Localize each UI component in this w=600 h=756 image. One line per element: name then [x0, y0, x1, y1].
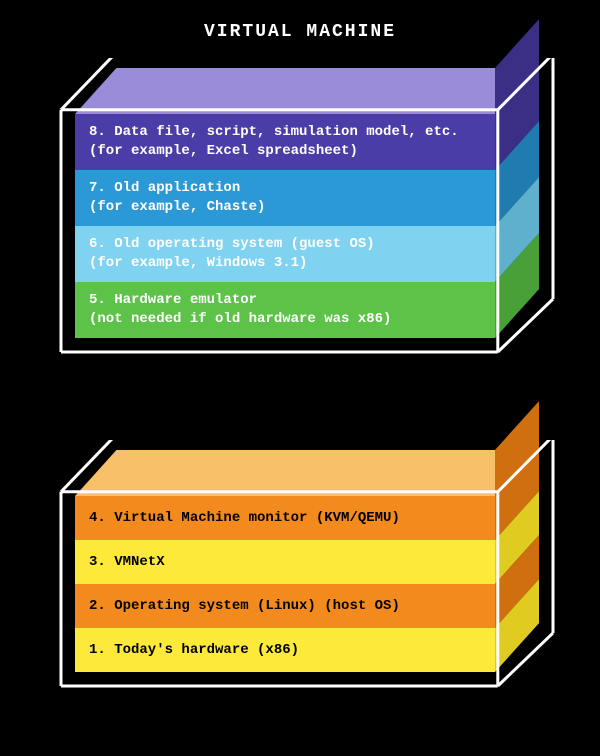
layer-line1: 2. Operating system (Linux) (host OS) — [89, 597, 481, 616]
stack-layer: 3. VMNetX — [75, 540, 495, 584]
diagram-title: VIRTUAL MACHINE — [0, 0, 600, 42]
layer-line1: 4. Virtual Machine monitor (KVM/QEMU) — [89, 509, 481, 528]
stack-layer: 2. Operating system (Linux) (host OS) — [75, 584, 495, 628]
layer-stack: 8. Data file, script, simulation model, … — [75, 114, 495, 338]
stack-layer: 1. Today's hardware (x86) — [75, 628, 495, 672]
layer-line1: 8. Data file, script, simulation model, … — [89, 123, 481, 142]
layer-top-face — [75, 450, 536, 496]
layer-line1: 1. Today's hardware (x86) — [89, 641, 481, 660]
layer-stack: 4. Virtual Machine monitor (KVM/QEMU) 3. … — [75, 496, 495, 672]
stack-layer: 4. Virtual Machine monitor (KVM/QEMU) — [75, 496, 495, 540]
layer-line2: (for example, Windows 3.1) — [89, 254, 481, 273]
layer-line1: 7. Old application — [89, 179, 481, 198]
layer-line1: 3. VMNetX — [89, 553, 481, 572]
layer-line1: 5. Hardware emulator — [89, 291, 481, 310]
stack-layer: 5. Hardware emulator(not needed if old h… — [75, 282, 495, 338]
stack-layer: 6. Old operating system (guest OS)(for e… — [75, 226, 495, 282]
layer-line2: (for example, Excel spreadsheet) — [89, 142, 481, 161]
layer-line2: (not needed if old hardware was x86) — [89, 310, 481, 329]
layer-line2: (for example, Chaste) — [89, 198, 481, 217]
stack-layer: 8. Data file, script, simulation model, … — [75, 114, 495, 170]
layer-line1: 6. Old operating system (guest OS) — [89, 235, 481, 254]
layer-top-face — [75, 68, 536, 114]
stack-layer: 7. Old application(for example, Chaste) — [75, 170, 495, 226]
